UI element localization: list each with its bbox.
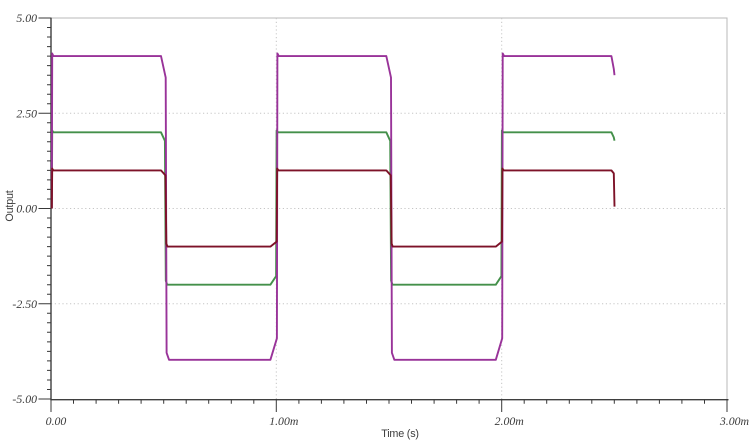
svg-text:2.50: 2.50 bbox=[16, 107, 37, 121]
svg-text:0.00: 0.00 bbox=[16, 202, 37, 216]
svg-text:Output: Output bbox=[4, 190, 16, 221]
svg-text:-2.50: -2.50 bbox=[12, 297, 37, 311]
svg-text:5.00: 5.00 bbox=[16, 11, 37, 25]
svg-text:-5.00: -5.00 bbox=[12, 392, 37, 406]
svg-text:3.00m: 3.00m bbox=[719, 414, 750, 428]
svg-text:2.00m: 2.00m bbox=[495, 414, 525, 428]
svg-text:1.00m: 1.00m bbox=[269, 414, 299, 428]
svg-text:Time (s): Time (s) bbox=[381, 428, 419, 440]
svg-text:0.00: 0.00 bbox=[46, 414, 67, 428]
